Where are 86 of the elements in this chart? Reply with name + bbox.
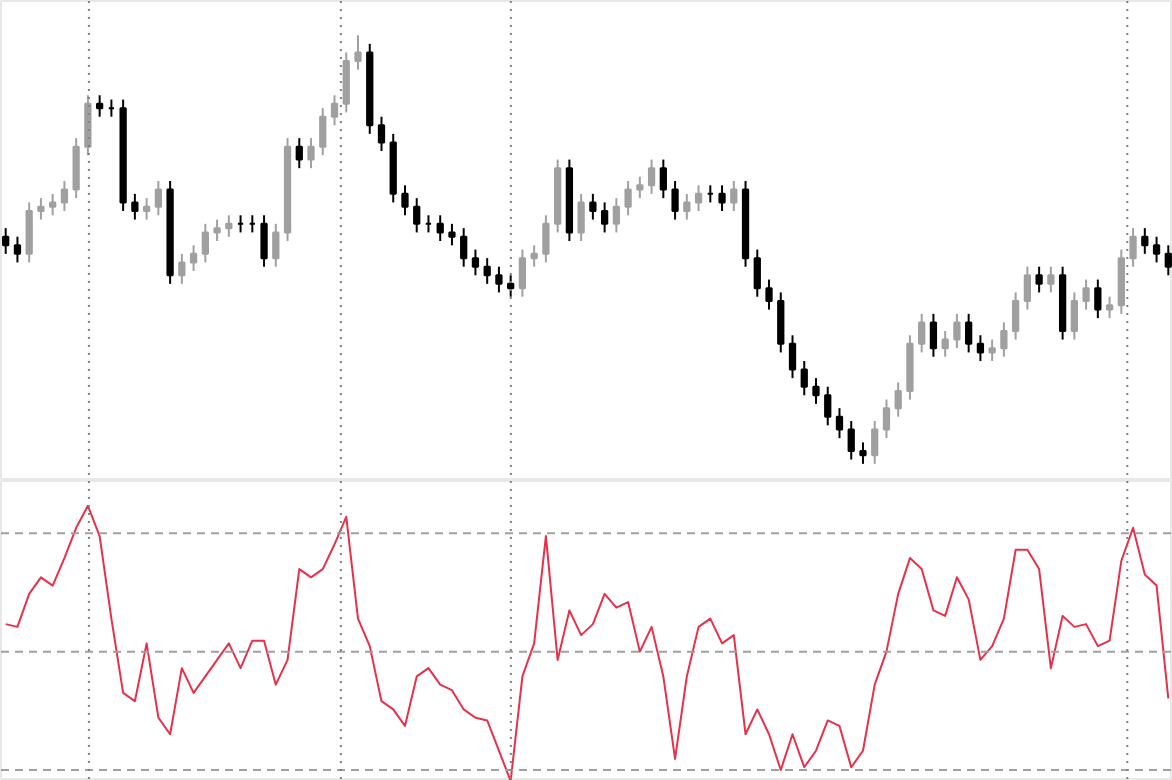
candlestick — [788, 334, 797, 380]
candlestick — [518, 248, 527, 298]
candlestick — [542, 214, 550, 264]
candlestick — [600, 201, 609, 234]
candlestick — [647, 158, 656, 195]
candlestick — [60, 180, 69, 212]
candlestick — [753, 248, 761, 298]
candlestick — [495, 265, 503, 294]
candlestick — [401, 184, 409, 217]
candlestick — [659, 158, 667, 200]
candlestick — [84, 94, 92, 157]
candlestick — [295, 137, 303, 170]
candlestick — [812, 377, 820, 405]
candlestick — [330, 94, 339, 127]
candlestick — [824, 385, 832, 427]
candlestick — [730, 180, 738, 212]
candlestick — [1082, 278, 1090, 311]
candlestick — [765, 278, 773, 311]
candlestick — [377, 115, 386, 152]
candlestick — [1011, 291, 1020, 341]
candlestick — [624, 180, 632, 217]
candlestick — [882, 398, 891, 440]
candlestick — [953, 312, 961, 350]
candlestick — [354, 34, 362, 71]
candlestick — [894, 381, 902, 418]
candlestick — [1035, 265, 1043, 294]
candlestick — [178, 252, 186, 285]
candlestick — [49, 192, 57, 217]
candlestick — [1105, 295, 1114, 320]
candlestick — [1094, 278, 1102, 320]
candlestick — [413, 197, 421, 234]
candlestick — [1070, 291, 1078, 341]
candlestick — [189, 244, 198, 272]
candlestick — [142, 197, 151, 221]
candlestick — [718, 184, 726, 212]
candlestick — [1047, 265, 1055, 294]
candlestick — [471, 248, 480, 277]
candlestick — [976, 334, 985, 362]
candlestick — [835, 407, 844, 440]
candlestick — [225, 214, 233, 238]
candlestick — [1117, 248, 1125, 315]
candlestick — [1023, 265, 1032, 311]
candlestick — [683, 192, 691, 221]
candlestick — [636, 175, 644, 200]
candlestick — [96, 94, 104, 118]
candlestick — [988, 338, 996, 362]
candlestick — [436, 214, 444, 242]
candlestick — [1129, 227, 1137, 268]
candlestick — [577, 192, 585, 242]
candlestick — [131, 192, 139, 221]
candlestick — [460, 227, 468, 268]
candlestick — [507, 274, 515, 298]
candlestick — [918, 312, 926, 354]
candlestick — [2, 227, 10, 255]
candlestick — [800, 360, 808, 397]
candlestick — [589, 192, 597, 221]
candlestick — [941, 330, 949, 358]
candlestick — [272, 222, 280, 268]
candlestick — [777, 291, 785, 354]
candlestick — [859, 441, 867, 465]
candlestick — [1152, 235, 1161, 264]
candlestick — [319, 107, 327, 157]
candlestick — [448, 222, 456, 247]
candlestick — [307, 137, 315, 170]
candlestick — [530, 244, 538, 268]
candlestick — [201, 222, 209, 264]
candlestick — [906, 334, 914, 401]
candlestick — [260, 214, 268, 268]
candlestick — [847, 420, 855, 461]
candlestick — [929, 312, 938, 358]
candlestick — [1141, 227, 1149, 255]
candlestick — [671, 180, 679, 221]
candlestick — [25, 201, 33, 264]
candlestick — [871, 420, 879, 465]
candlestick — [342, 51, 350, 114]
candlestick — [1000, 321, 1008, 358]
candlestick — [965, 312, 973, 354]
candlestick — [1164, 244, 1172, 277]
candlestick — [37, 197, 45, 221]
candlestick — [483, 257, 491, 285]
candlestick — [213, 218, 221, 242]
candlestick — [13, 235, 22, 264]
candlestick — [72, 137, 80, 200]
candlestick — [612, 197, 620, 234]
candlestick — [694, 184, 703, 212]
candlestick — [154, 180, 163, 217]
